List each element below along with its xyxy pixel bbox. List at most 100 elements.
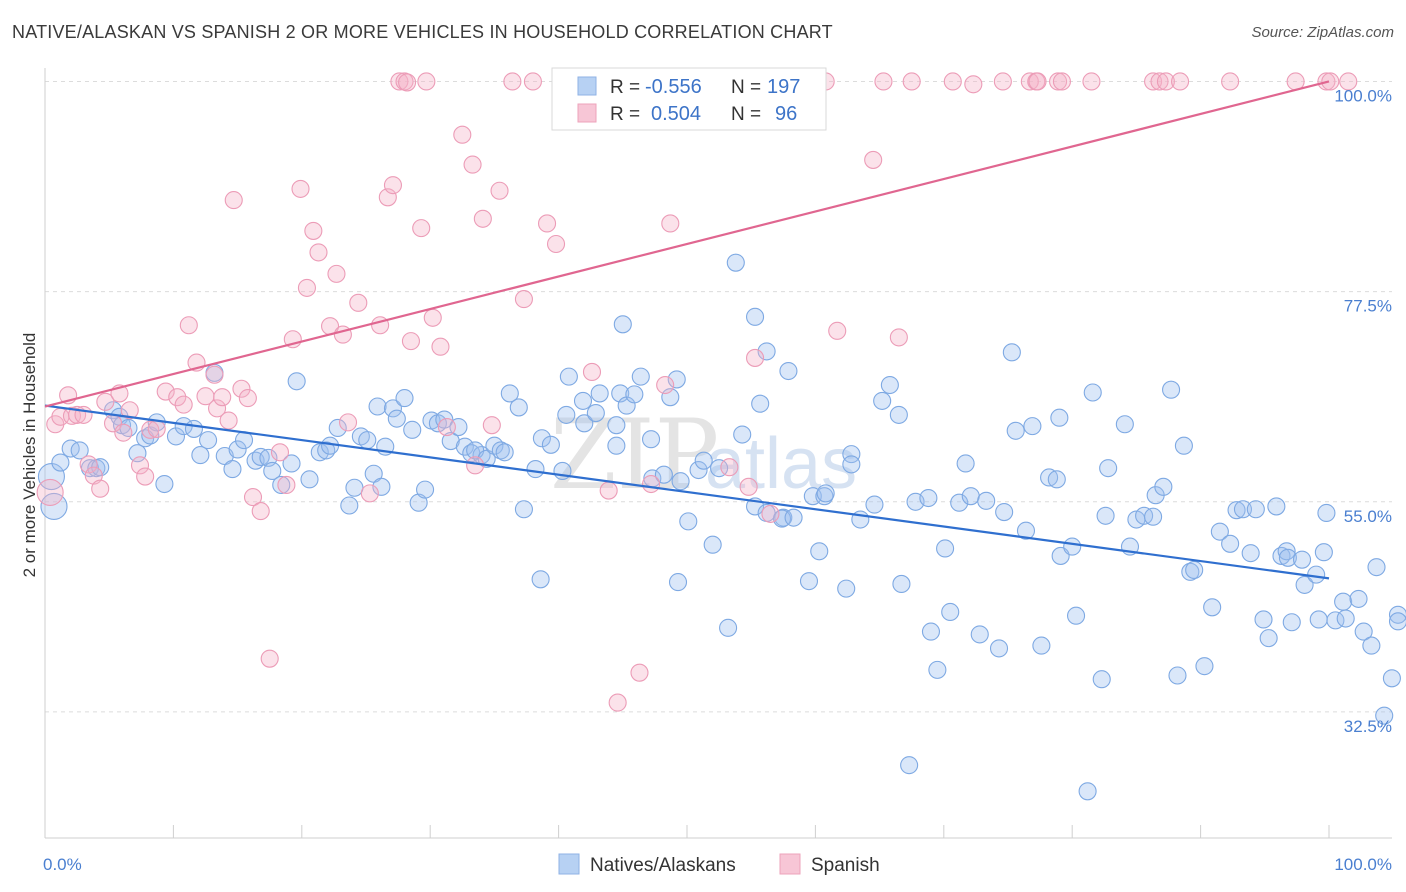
natives-point-155 [1115,415,1134,434]
natives-point-186 [1317,503,1336,523]
spanish-point-67 [514,290,533,309]
spanish-point-93 [874,72,893,91]
natives-point-192 [1354,622,1373,641]
natives-point-35 [310,443,329,462]
stats-natives-r-label: R = [610,77,640,98]
natives-point-152 [1092,670,1111,689]
natives-point-74 [557,405,576,424]
natives-point-142 [1023,417,1042,436]
spanish-point-22 [179,316,198,335]
spanish-point-18 [147,419,166,438]
spanish-point-95 [902,72,921,91]
stats-spanish-swatch [577,103,597,123]
y-tick-label-3: 100.0% [1334,86,1392,105]
stats-legend: R = -0.556 N = 197 R = 0.504 N = 96 [551,67,827,131]
stats-spanish-n-label: N = [731,104,761,125]
natives-point-179 [1277,542,1296,561]
natives-point-63 [485,436,504,455]
natives-point-75 [559,367,578,386]
natives-point-159 [1144,507,1163,526]
spanish-point-57 [423,308,442,327]
spanish-point-30 [232,379,251,398]
spanish-point-16 [136,467,155,486]
natives-point-161 [1154,477,1173,496]
spanish-point-55 [412,219,431,238]
natives-point-93 [667,370,686,389]
natives-point-66 [500,384,519,403]
natives-point-139 [1002,343,1021,362]
y-tick-label-1: 55.0% [1344,507,1392,526]
spanish-point-0 [36,478,64,506]
natives-point-45 [372,477,391,496]
natives-point-34 [300,470,319,489]
natives-point-138 [995,502,1014,522]
natives-point-109 [779,361,798,381]
natives-point-128 [921,622,941,641]
spanish-point-72 [582,362,602,381]
stats-natives-r-value: -0.556 [645,76,702,98]
spanish-point-41 [309,243,328,262]
natives-point-32 [282,454,301,473]
natives-point-99 [719,618,738,637]
spanish-point-76 [641,474,661,494]
natives-point-194 [1375,706,1394,725]
natives-point-166 [1185,560,1204,579]
spanish-point-46 [349,293,368,312]
series-natives-points [37,253,1406,801]
spanish-point-21 [174,395,193,414]
bottom-legend: Natives/Alaskans Spanish [558,853,880,876]
natives-point-91 [668,573,688,592]
natives-point-145 [1047,470,1066,489]
natives-point-133 [956,454,975,473]
natives-point-94 [679,512,698,531]
natives-point-136 [977,491,996,510]
natives-point-174 [1246,500,1265,519]
natives-point-130 [936,539,955,558]
spanish-point-101 [1028,72,1047,91]
natives-point-2 [51,453,70,472]
natives-point-148 [1063,537,1082,556]
natives-point-104 [751,394,770,413]
spanish-point-68 [523,72,542,91]
natives-point-183 [1295,575,1314,594]
natives-point-135 [970,625,989,644]
spanish-point-26 [208,399,227,418]
spanish-point-13 [114,423,133,442]
spanish-point-108 [1171,72,1190,91]
natives-point-40 [345,478,364,497]
spanish-point-104 [1082,72,1101,91]
spanish-point-56 [417,72,436,91]
natives-point-4 [70,441,89,460]
natives-point-96 [694,451,713,470]
spanish-point-65 [490,181,509,200]
spanish-point-102 [1049,72,1068,91]
natives-point-132 [950,493,969,512]
natives-point-191 [1349,589,1368,608]
spanish-point-63 [473,209,492,228]
watermark-atlas: atlas [705,424,857,504]
natives-point-67 [509,398,528,417]
natives-point-33 [287,372,306,391]
natives-point-50 [403,420,422,439]
natives-point-101 [733,425,752,444]
spanish-point-85 [761,504,780,523]
natives-point-31 [272,475,291,495]
spanish-point-73 [599,481,618,500]
legend-spanish-label: Spanish [811,855,880,876]
legend-natives-label: Natives/Alaskans [590,855,736,876]
natives-point-170 [1221,534,1240,553]
natives-point-187 [1309,610,1328,629]
spanish-point-51 [390,72,409,91]
natives-point-79 [590,384,609,403]
natives-point-102 [746,307,765,326]
spanish-point-34 [260,649,279,668]
stats-spanish-r-value: 0.504 [651,103,701,125]
natives-point-17 [166,427,186,446]
natives-point-169 [1210,522,1229,541]
natives-point-16 [155,474,174,494]
natives-point-81 [613,315,632,334]
spanish-point-40 [304,221,323,240]
spanish-point-61 [463,155,482,174]
natives-point-118 [842,455,861,474]
natives-point-71 [531,570,550,589]
